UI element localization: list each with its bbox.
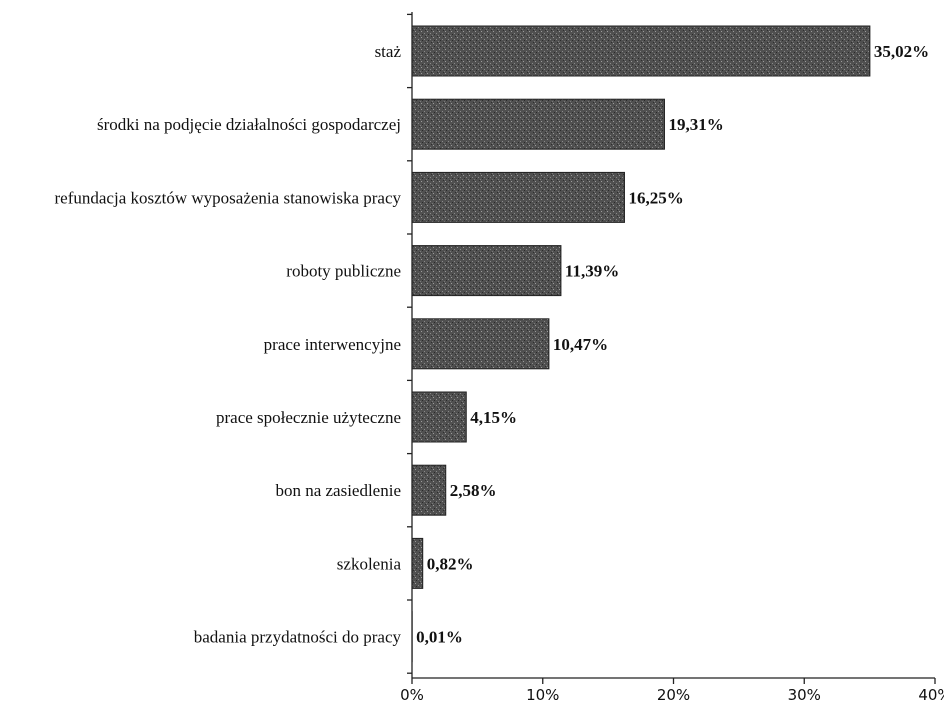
x-tick-label-2: 20% <box>657 686 690 704</box>
x-tick-label-4: 40% <box>918 686 944 704</box>
value-label-5: 4,15% <box>470 408 517 427</box>
value-label-7: 0,82% <box>427 554 474 573</box>
category-label-8: badania przydatności do pracy <box>194 628 402 647</box>
bars-group <box>411 25 871 663</box>
x-tick-label-1: 10% <box>526 686 559 704</box>
labels-group: staż 35,02% środki na podjęcie działalnośc… <box>55 42 930 647</box>
category-label-5: prace społecznie użyteczne <box>216 408 401 427</box>
value-label-4: 10,47% <box>553 335 608 354</box>
value-label-8: 0,01% <box>416 628 463 647</box>
bar-0 <box>411 25 871 77</box>
bar-1 <box>411 98 665 150</box>
bar-5 <box>411 391 467 443</box>
x-tick-label-3: 30% <box>788 686 821 704</box>
category-label-3: roboty publiczne <box>286 262 401 281</box>
category-label-2: refundacja kosztów wyposażenia stanowisk… <box>55 188 402 207</box>
axes-group: 0% 10% 20% 30% 40% <box>400 12 944 704</box>
value-label-1: 19,31% <box>668 115 723 134</box>
category-label-7: szkolenia <box>337 554 402 573</box>
category-label-6: bon na zasiedlenie <box>275 481 401 500</box>
category-label-1: środki na podjęcie działalności gospodar… <box>97 115 401 134</box>
bar-2 <box>411 171 625 223</box>
value-label-2: 16,25% <box>628 188 683 207</box>
bar-4 <box>411 318 550 370</box>
category-label-4: prace interwencyjne <box>264 335 401 354</box>
category-label-0: staż <box>375 42 402 61</box>
x-tick-label-0: 0% <box>400 686 424 704</box>
value-label-6: 2,58% <box>450 481 497 500</box>
bar-7 <box>411 537 424 589</box>
value-label-3: 11,39% <box>565 262 619 281</box>
bar-3 <box>411 245 562 297</box>
bar-6 <box>411 464 447 516</box>
value-label-0: 35,02% <box>874 42 929 61</box>
